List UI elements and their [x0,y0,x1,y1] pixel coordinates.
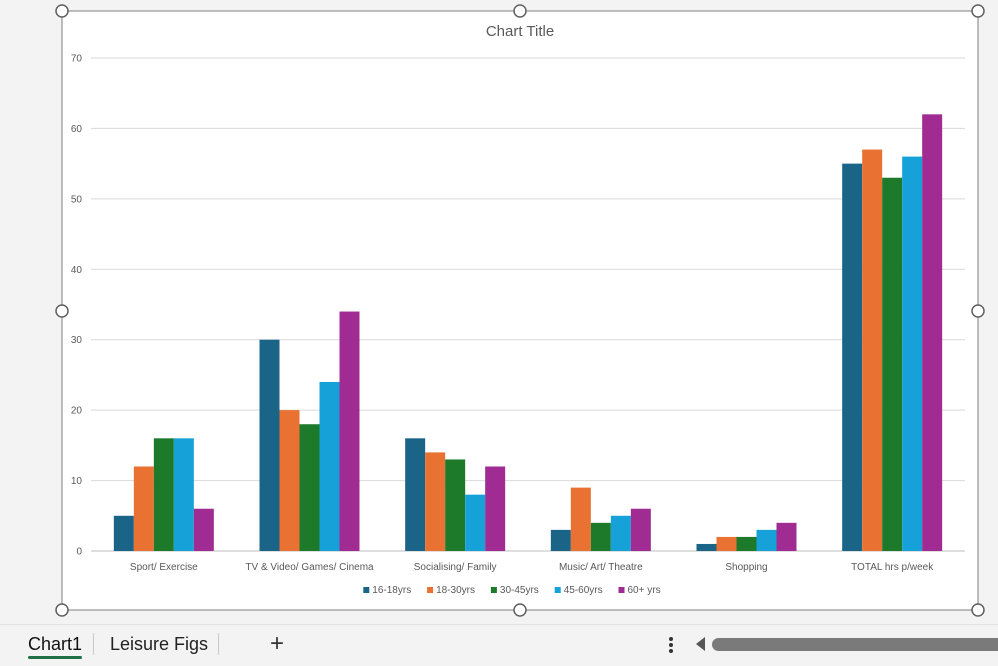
x-tick-label: Socialising/ Family [414,562,497,573]
legend-swatch [363,587,370,593]
bar[interactable] [776,522,797,551]
bar[interactable] [610,515,631,551]
legend-swatch [618,587,625,593]
y-tick-label: 0 [76,547,82,558]
bar[interactable] [485,466,506,551]
legend-label: 60+ yrs [628,585,661,596]
bar[interactable] [756,529,777,551]
sheet-tab-bar: Chart1 Leisure Figs + [0,624,998,666]
legend-label: 18-30yrs [436,585,475,596]
horizontal-scrollbar[interactable] [712,638,998,651]
y-tick-label: 30 [71,335,83,346]
bar[interactable] [173,438,194,551]
legend-swatch [490,587,497,593]
resize-handle[interactable] [971,603,985,617]
bar[interactable] [882,177,903,551]
bar[interactable] [133,466,154,551]
legend-label: 45-60yrs [564,585,603,596]
resize-handle[interactable] [55,4,69,18]
legend-swatch [427,587,434,593]
bar[interactable] [696,543,717,551]
resize-handle[interactable] [971,304,985,318]
sheet-tab-leisure-figs[interactable]: Leisure Figs [110,625,208,663]
x-tick-label: Shopping [725,562,767,573]
bar[interactable] [862,149,883,552]
plus-icon: + [269,630,284,657]
bar[interactable] [445,459,466,551]
scroll-left-arrow-icon[interactable] [696,637,705,651]
chart-title[interactable]: Chart Title [486,23,554,40]
bar[interactable] [259,339,280,551]
legend-swatch [554,587,561,593]
bar[interactable] [902,156,923,551]
y-tick-label: 10 [71,476,83,487]
bar[interactable] [113,515,134,551]
resize-handle[interactable] [513,4,527,18]
bar[interactable] [193,508,214,551]
bar[interactable] [465,494,486,551]
x-tick-label: Music/ Art/ Theatre [559,562,643,573]
legend-label: 16-18yrs [372,585,411,596]
sheet-tab-label: Chart1 [28,634,83,654]
clustered-bar-chart[interactable]: Chart Title 0 10 20 30 40 50 60 70 Sport/ Exercis… [0,0,998,624]
sheet-tab-label: Leisure Figs [110,634,209,654]
bar[interactable] [405,438,426,551]
add-sheet-button[interactable]: + [265,629,289,659]
chart-background[interactable] [61,10,979,611]
bar[interactable] [319,381,340,551]
x-tick-label: TV & Video/ Games/ Cinema [245,562,374,573]
resize-handle[interactable] [513,603,527,617]
resize-handle[interactable] [971,4,985,18]
active-tab-indicator [28,656,83,659]
bar[interactable] [299,424,320,551]
tab-divider [93,633,94,655]
bar[interactable] [590,522,611,551]
resize-handle[interactable] [55,304,69,318]
y-tick-label: 70 [71,54,83,65]
more-options-icon[interactable] [664,635,678,655]
chart-area[interactable]: Chart Title 0 10 20 30 40 50 60 70 Sport/ Exercis… [0,0,998,624]
bar[interactable] [570,487,591,551]
bar[interactable] [425,452,446,551]
bar[interactable] [550,529,571,551]
x-tick-label: TOTAL hrs p/week [851,562,934,573]
y-tick-label: 20 [71,406,83,417]
y-tick-label: 50 [71,194,83,205]
y-tick-label: 60 [71,124,83,135]
bar[interactable] [339,311,360,551]
bar[interactable] [922,114,943,551]
legend-label: 30-45yrs [500,585,539,596]
bar[interactable] [153,438,174,551]
bar[interactable] [630,508,651,551]
bar[interactable] [279,410,300,551]
sheet-tab-chart1[interactable]: Chart1 [25,625,85,663]
x-tick-label: Sport/ Exercise [130,562,198,573]
resize-handle[interactable] [55,603,69,617]
tab-divider [218,633,219,655]
y-tick-label: 40 [71,265,83,276]
bar[interactable] [716,536,737,551]
bar[interactable] [842,163,863,551]
bar[interactable] [736,536,757,551]
